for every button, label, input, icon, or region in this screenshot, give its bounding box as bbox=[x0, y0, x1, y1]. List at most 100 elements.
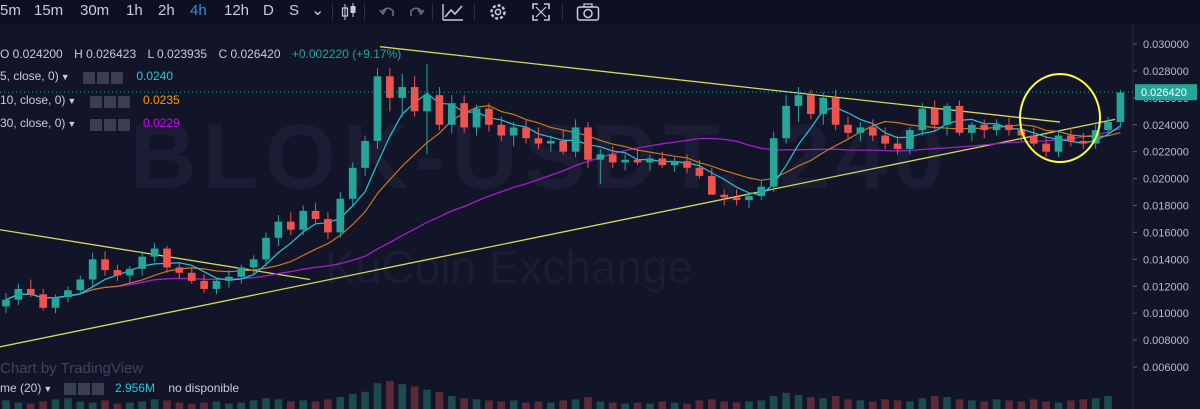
volume-bar bbox=[39, 401, 47, 409]
caret-down-icon[interactable]: ▼ bbox=[67, 119, 77, 129]
candle-body bbox=[1029, 135, 1038, 144]
volume-bar bbox=[695, 400, 704, 409]
exchange-watermark: KuCoin Exchange bbox=[325, 241, 694, 293]
volume-bar bbox=[707, 399, 716, 409]
toolbar-divider bbox=[332, 4, 333, 20]
timeframe-15m[interactable]: 15m bbox=[34, 2, 64, 19]
gear-icon[interactable] bbox=[103, 95, 116, 108]
ma10-legend[interactable]: 10, close, 0) ▼ 0.0235 bbox=[0, 92, 180, 108]
timeframe-1h[interactable]: 1h bbox=[126, 2, 143, 19]
y-tick-label: 0.028000 bbox=[1143, 66, 1189, 78]
caret-down-icon[interactable]: ▼ bbox=[67, 96, 77, 106]
candle-body bbox=[658, 158, 667, 166]
volume-bar bbox=[398, 384, 407, 409]
candle-body bbox=[386, 76, 394, 98]
candle-body bbox=[757, 186, 766, 197]
gear-icon[interactable] bbox=[77, 382, 90, 395]
volume-bar bbox=[101, 400, 109, 409]
candle-body bbox=[299, 210, 308, 230]
settings-icon[interactable] bbox=[488, 2, 508, 22]
volume-bar bbox=[967, 400, 976, 409]
candle-body bbox=[212, 280, 221, 289]
candle-body bbox=[893, 143, 902, 149]
candle-body bbox=[918, 108, 927, 131]
volume-bar bbox=[1067, 400, 1075, 409]
tradingview-attribution[interactable]: Chart by TradingView bbox=[0, 360, 144, 377]
timeframe-12h[interactable]: 12h bbox=[224, 2, 250, 19]
volume-bar bbox=[299, 400, 308, 409]
y-tick-label: 0.016000 bbox=[1143, 227, 1189, 239]
gear-icon[interactable] bbox=[96, 71, 109, 84]
candle-body bbox=[856, 127, 865, 133]
candle-body bbox=[262, 237, 270, 260]
volume-bar bbox=[88, 402, 97, 409]
toolbar-divider bbox=[432, 4, 433, 20]
volume-bar bbox=[435, 391, 444, 409]
candle-body bbox=[324, 218, 332, 233]
y-tick-label: 0.006000 bbox=[1143, 362, 1189, 374]
volume-bar bbox=[720, 401, 729, 409]
caret-down-icon[interactable]: ▼ bbox=[43, 384, 53, 394]
compare-icon[interactable] bbox=[442, 2, 464, 22]
volume-bar bbox=[249, 400, 258, 409]
volume-bar bbox=[348, 393, 357, 409]
ma30-legend[interactable]: 30, close, 0) ▼ 0.0229 bbox=[0, 115, 180, 131]
ma5-legend[interactable]: 5, close, 0) ▼ 0.0240 bbox=[0, 68, 173, 84]
ma5-value: 0.0240 bbox=[136, 69, 174, 83]
timeframe-2h[interactable]: 2h bbox=[158, 2, 175, 19]
fullscreen-icon[interactable] bbox=[531, 2, 551, 22]
toolbar-divider bbox=[364, 4, 365, 20]
candle-body bbox=[868, 127, 877, 136]
candle-body bbox=[14, 288, 23, 300]
candle-body bbox=[410, 87, 419, 112]
eye-icon[interactable] bbox=[89, 118, 102, 131]
eye-icon[interactable] bbox=[89, 95, 102, 108]
candle-body bbox=[336, 198, 345, 233]
price-axis bbox=[1133, 24, 1200, 409]
timeframe-dropdown-icon[interactable]: ⌄ bbox=[311, 2, 325, 19]
toolbar-divider bbox=[562, 4, 563, 20]
eye-icon[interactable] bbox=[82, 71, 95, 84]
change-value: +0.002220 (+9.17%) bbox=[291, 47, 402, 61]
volume-bar bbox=[918, 398, 927, 409]
candle-body bbox=[534, 138, 543, 144]
candle-body bbox=[881, 135, 889, 144]
eye-icon[interactable] bbox=[63, 382, 76, 395]
price-chart[interactable]: 0.0300000.0280000.0260000.0240000.022000… bbox=[0, 24, 1200, 409]
redo-icon[interactable] bbox=[408, 2, 426, 22]
undo-icon[interactable] bbox=[378, 2, 396, 22]
close-icon[interactable] bbox=[91, 382, 104, 395]
timeframe-5m[interactable]: 5m bbox=[0, 2, 21, 19]
candle-body bbox=[769, 138, 778, 187]
timeframe-4h[interactable]: 4h bbox=[190, 2, 207, 19]
volume-bar bbox=[782, 392, 790, 409]
timeframe-s[interactable]: S bbox=[289, 2, 300, 19]
caret-down-icon[interactable]: ▼ bbox=[60, 72, 70, 82]
volume-bar bbox=[906, 401, 914, 409]
volume-bar bbox=[386, 381, 394, 409]
volume-bar bbox=[14, 402, 23, 409]
open-value: O 0.024200 bbox=[0, 47, 63, 61]
candle-body bbox=[51, 297, 60, 308]
volume-bar bbox=[497, 401, 506, 409]
candle-body bbox=[633, 159, 642, 163]
gear-icon[interactable] bbox=[103, 118, 116, 131]
snapshot-icon[interactable] bbox=[576, 2, 600, 22]
candle-body bbox=[646, 158, 654, 163]
candle-body bbox=[88, 259, 97, 280]
candle-body bbox=[584, 127, 592, 160]
timeframe-30m[interactable]: 30m bbox=[80, 2, 110, 19]
timeframe-d[interactable]: D bbox=[263, 2, 274, 19]
volume-bar bbox=[138, 401, 147, 409]
volume-bar bbox=[732, 402, 741, 409]
candle-body bbox=[1116, 92, 1125, 123]
candle-body bbox=[497, 124, 506, 136]
volume-bar bbox=[670, 402, 679, 409]
candles-icon[interactable] bbox=[340, 2, 358, 22]
close-icon[interactable] bbox=[110, 71, 123, 84]
volume-bar bbox=[596, 401, 605, 409]
volume-bar bbox=[361, 391, 369, 409]
close-icon[interactable] bbox=[117, 95, 130, 108]
close-icon[interactable] bbox=[117, 118, 130, 131]
volume-bar bbox=[633, 402, 642, 409]
